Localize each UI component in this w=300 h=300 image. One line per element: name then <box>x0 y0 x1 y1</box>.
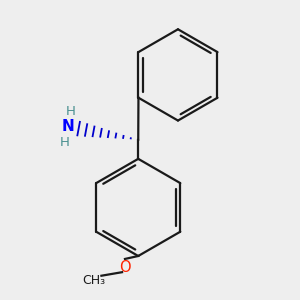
Text: O: O <box>119 260 131 275</box>
Text: H: H <box>60 136 70 149</box>
Text: N: N <box>61 119 74 134</box>
Text: H: H <box>66 105 75 118</box>
Text: CH₃: CH₃ <box>82 274 106 286</box>
